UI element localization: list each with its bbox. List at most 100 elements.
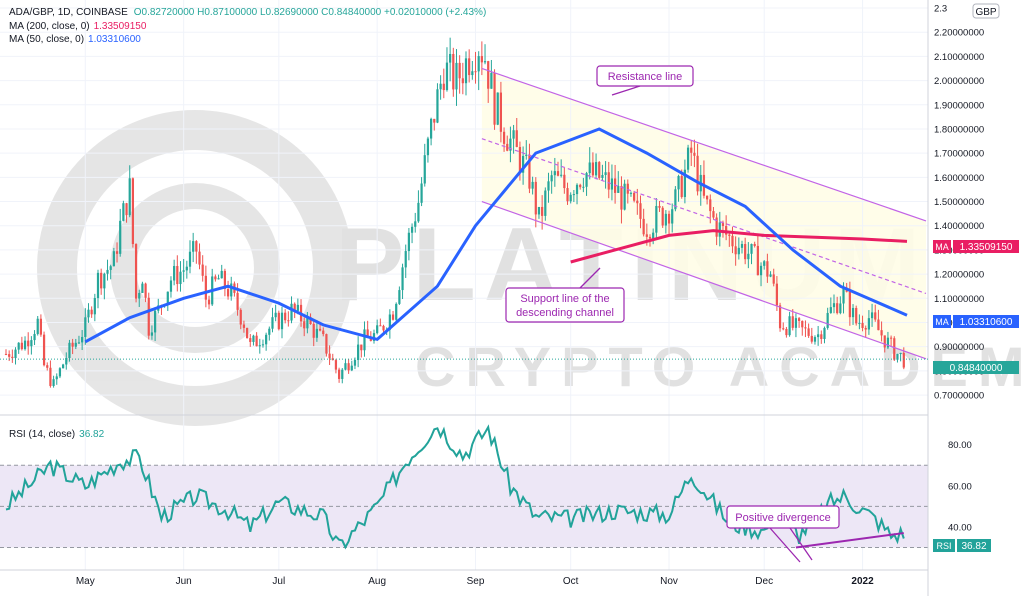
candle[interactable] [642,208,645,237]
candle[interactable] [344,359,347,371]
candle[interactable] [268,326,271,341]
candle[interactable] [185,260,188,279]
candle[interactable] [541,195,544,230]
candle[interactable] [442,68,445,99]
candle[interactable] [588,147,591,180]
candle[interactable] [785,326,788,338]
candle[interactable] [686,144,690,173]
candle[interactable] [750,243,753,265]
candle[interactable] [569,192,572,204]
candle[interactable] [601,164,604,181]
candle[interactable] [81,329,84,351]
candle[interactable] [579,183,582,190]
rsi-axis[interactable]: 40.00 60.00 80.00 [948,440,972,533]
candle[interactable] [401,263,404,300]
candle[interactable] [572,190,575,203]
candle[interactable] [398,286,401,305]
candle[interactable] [23,336,27,351]
candle[interactable] [525,140,528,160]
candle[interactable] [36,315,39,336]
candle[interactable] [832,294,836,314]
candle[interactable] [65,352,68,370]
candle[interactable] [439,75,442,100]
candle[interactable] [810,327,813,344]
candle[interactable] [639,195,642,229]
candle[interactable] [179,261,182,292]
candle[interactable] [249,333,252,347]
candle[interactable] [756,235,759,276]
candle[interactable] [245,327,249,339]
candle[interactable] [103,272,106,300]
candle[interactable] [836,296,839,315]
candle[interactable] [661,206,664,228]
candle[interactable] [591,152,595,178]
candle[interactable] [471,60,474,80]
candle[interactable] [528,143,531,194]
candle[interactable] [173,259,176,286]
candle[interactable] [49,360,52,388]
candle[interactable] [449,37,452,82]
candle[interactable] [886,331,890,350]
candle[interactable] [553,157,556,187]
candle[interactable] [169,276,173,298]
candle[interactable] [331,353,334,361]
candle[interactable] [737,237,740,260]
candle[interactable] [610,164,614,201]
candle[interactable] [350,360,353,372]
candle[interactable] [214,274,217,282]
candle[interactable] [61,363,65,369]
candle[interactable] [487,60,490,103]
candle[interactable] [864,325,867,338]
candle[interactable] [74,338,77,350]
candle[interactable] [325,333,328,357]
candle[interactable] [261,339,265,348]
candle[interactable] [134,243,138,303]
candle[interactable] [807,323,810,338]
candle[interactable] [192,232,195,263]
candle[interactable] [775,276,779,311]
candle[interactable] [182,258,185,283]
candle[interactable] [867,310,871,335]
candle[interactable] [877,309,880,331]
candle[interactable] [328,345,331,365]
candle[interactable] [417,190,420,223]
candle[interactable] [188,240,192,274]
candle[interactable] [563,167,566,194]
candle[interactable] [322,327,325,337]
candle[interactable] [20,336,23,351]
candle[interactable] [544,187,547,221]
candle[interactable] [575,183,579,205]
candle[interactable] [585,171,588,196]
candle[interactable] [804,320,807,338]
candle[interactable] [312,320,315,347]
candle[interactable] [766,253,769,283]
candle[interactable] [138,289,141,307]
candle[interactable] [759,262,763,287]
candle[interactable] [499,81,503,143]
candle[interactable] [734,236,737,266]
candle[interactable] [626,179,629,204]
candle[interactable] [515,117,518,148]
candle[interactable] [461,62,464,95]
candle[interactable] [712,206,715,220]
candle[interactable] [721,220,725,238]
candle[interactable] [30,336,33,355]
candle[interactable] [223,268,227,297]
candle[interactable] [772,268,775,287]
candle[interactable] [429,117,433,146]
candle[interactable] [512,124,515,154]
candle[interactable] [144,282,147,303]
candle[interactable] [598,160,601,180]
candle[interactable] [96,269,100,309]
candle[interactable] [395,302,398,324]
candle[interactable] [46,362,49,371]
candle[interactable] [506,135,509,152]
candle[interactable] [87,303,90,323]
candle[interactable] [39,314,43,337]
candle[interactable] [763,260,766,270]
candle[interactable] [109,264,112,280]
candle[interactable] [122,200,125,222]
candle[interactable] [217,274,220,280]
candle[interactable] [93,293,96,322]
candle[interactable] [534,177,537,228]
